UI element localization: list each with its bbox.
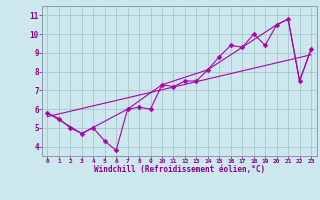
- X-axis label: Windchill (Refroidissement éolien,°C): Windchill (Refroidissement éolien,°C): [94, 165, 265, 174]
